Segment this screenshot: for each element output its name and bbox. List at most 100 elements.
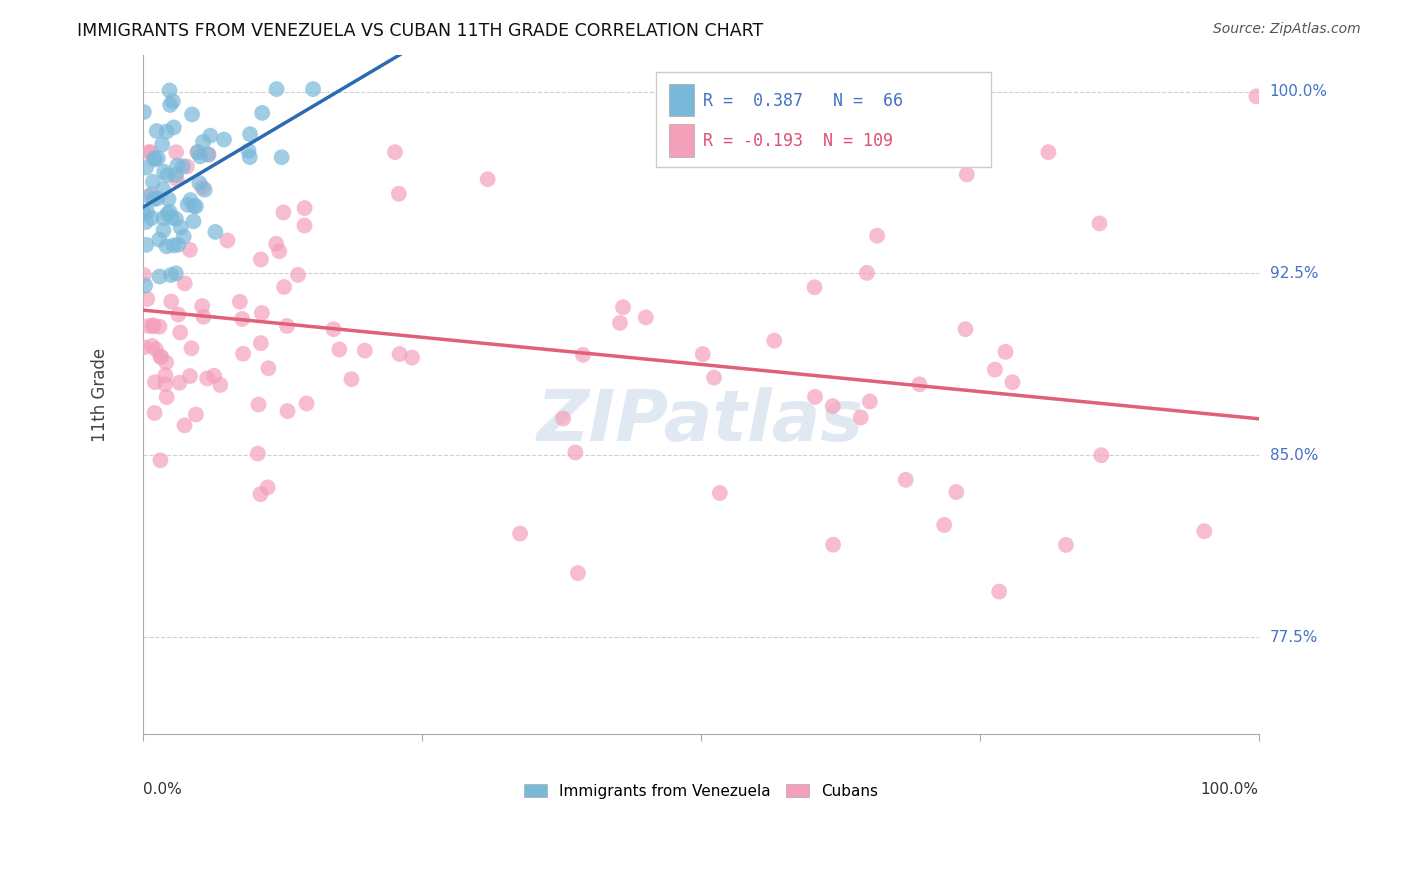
Point bbox=[287, 268, 309, 282]
Point bbox=[172, 159, 194, 173]
Point bbox=[143, 151, 166, 165]
Point bbox=[232, 347, 254, 361]
Point bbox=[181, 107, 204, 121]
Point bbox=[146, 151, 169, 165]
Point bbox=[934, 517, 956, 532]
Point bbox=[1090, 448, 1112, 462]
Point bbox=[188, 176, 211, 190]
Point bbox=[703, 370, 725, 384]
Point bbox=[148, 319, 170, 334]
Text: IMMIGRANTS FROM VENEZUELA VS CUBAN 11TH GRADE CORRELATION CHART: IMMIGRANTS FROM VENEZUELA VS CUBAN 11TH … bbox=[77, 22, 763, 40]
Point bbox=[197, 147, 219, 161]
Point bbox=[1088, 216, 1111, 230]
Point bbox=[988, 584, 1011, 599]
Point bbox=[1001, 375, 1024, 389]
Point bbox=[239, 127, 262, 141]
Point bbox=[209, 378, 232, 392]
Point bbox=[141, 211, 163, 226]
Point bbox=[984, 362, 1007, 376]
Point bbox=[1038, 145, 1060, 160]
Point bbox=[145, 343, 167, 357]
Point bbox=[866, 228, 889, 243]
Point bbox=[567, 566, 589, 581]
Point bbox=[136, 145, 159, 160]
Point bbox=[763, 334, 786, 348]
Point bbox=[165, 168, 187, 182]
Point bbox=[294, 201, 316, 215]
Point bbox=[686, 145, 709, 160]
Point bbox=[184, 408, 207, 422]
Point bbox=[692, 347, 714, 361]
Point bbox=[388, 186, 411, 201]
Point bbox=[187, 145, 209, 160]
Point bbox=[195, 371, 218, 385]
Point bbox=[250, 252, 273, 267]
Point bbox=[551, 411, 574, 425]
Point bbox=[956, 168, 979, 182]
Point bbox=[142, 318, 165, 333]
Point bbox=[143, 375, 166, 389]
Point bbox=[148, 269, 170, 284]
Point bbox=[1246, 89, 1268, 103]
Point bbox=[509, 526, 531, 541]
Point bbox=[157, 192, 180, 206]
Point bbox=[1054, 538, 1077, 552]
Point bbox=[202, 368, 225, 383]
Point bbox=[257, 361, 280, 376]
Point bbox=[132, 268, 155, 282]
Point bbox=[1194, 524, 1216, 539]
Point bbox=[150, 350, 173, 364]
Point bbox=[179, 243, 201, 257]
Point bbox=[388, 347, 411, 361]
Point bbox=[155, 368, 177, 383]
Point bbox=[295, 396, 318, 410]
Point bbox=[229, 294, 252, 309]
Point bbox=[186, 145, 208, 160]
Point bbox=[160, 268, 183, 282]
Point bbox=[894, 473, 917, 487]
Point bbox=[159, 205, 181, 219]
Point bbox=[609, 316, 631, 330]
Point bbox=[193, 310, 215, 324]
Point bbox=[135, 215, 157, 229]
Point bbox=[136, 319, 159, 334]
Text: R =  0.387   N =  66: R = 0.387 N = 66 bbox=[703, 92, 903, 110]
Point bbox=[173, 277, 195, 291]
Point bbox=[136, 292, 159, 306]
Point bbox=[821, 399, 844, 413]
Point bbox=[156, 207, 179, 221]
Point bbox=[212, 132, 235, 146]
Point bbox=[156, 390, 179, 404]
Point bbox=[849, 410, 872, 425]
Point bbox=[238, 144, 260, 158]
Point bbox=[153, 377, 176, 392]
Point bbox=[143, 153, 166, 167]
Point bbox=[180, 193, 202, 207]
Point bbox=[269, 244, 291, 259]
Point bbox=[169, 376, 191, 390]
Point bbox=[132, 340, 155, 354]
Point bbox=[247, 397, 270, 411]
Point bbox=[156, 169, 179, 183]
Point bbox=[139, 145, 162, 160]
Point bbox=[167, 308, 190, 322]
Point bbox=[803, 280, 825, 294]
Text: R = -0.193  N = 109: R = -0.193 N = 109 bbox=[703, 132, 893, 151]
Point bbox=[152, 223, 174, 237]
Point bbox=[191, 299, 214, 313]
Point bbox=[572, 348, 595, 362]
Point bbox=[152, 211, 174, 226]
Point bbox=[266, 82, 288, 96]
Point bbox=[294, 219, 316, 233]
Point bbox=[564, 445, 586, 459]
Point bbox=[250, 306, 273, 320]
Point bbox=[276, 318, 298, 333]
Point bbox=[167, 237, 190, 252]
Point bbox=[165, 211, 187, 226]
Point bbox=[149, 453, 172, 467]
Point bbox=[150, 137, 173, 152]
Point bbox=[163, 238, 186, 252]
Point bbox=[823, 538, 845, 552]
Point bbox=[132, 205, 155, 219]
Point bbox=[204, 225, 226, 239]
